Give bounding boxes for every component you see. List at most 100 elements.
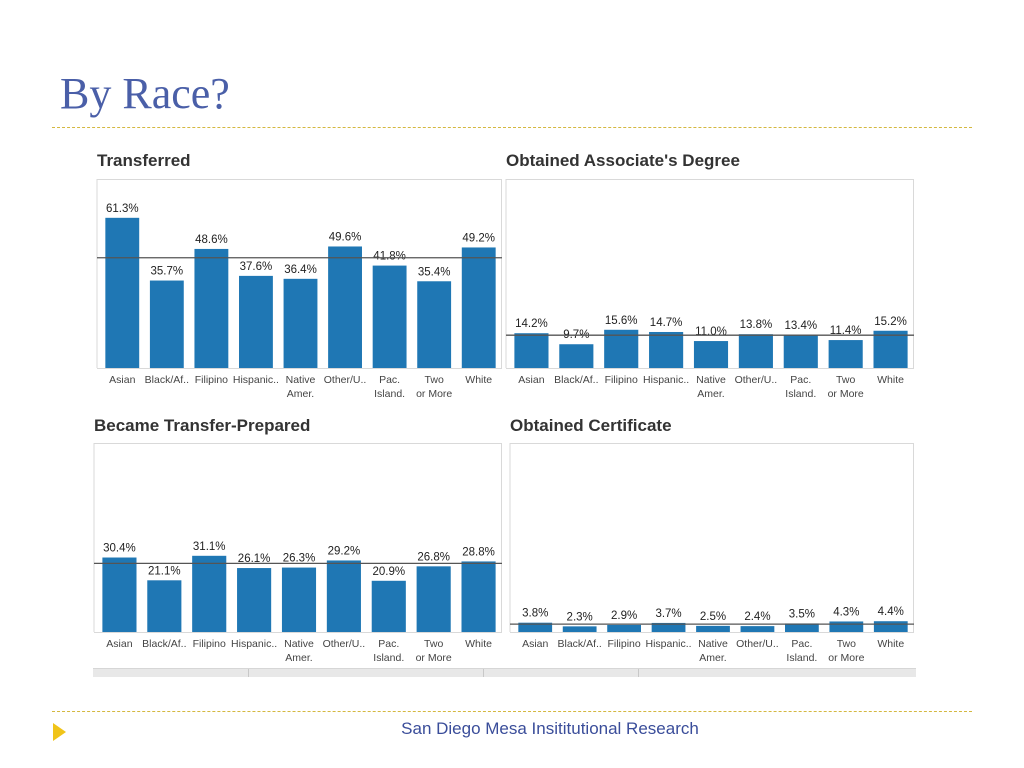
slide-title: By Race? — [60, 69, 230, 118]
data-label-4: 26.1% — [238, 553, 271, 565]
bar-5[interactable] — [693, 341, 729, 368]
bar-5[interactable] — [283, 278, 318, 368]
bar-7[interactable] — [372, 265, 407, 368]
chart-title-associate: Obtained Associate's Degree — [506, 151, 740, 170]
tick-label-5-line-1: Native — [286, 374, 316, 386]
data-label-6: 49.6% — [329, 231, 362, 243]
data-label-8: 35.4% — [418, 266, 451, 278]
tick-label-6: Other/U.. — [735, 374, 778, 386]
bar-7[interactable] — [783, 335, 818, 368]
tick-label-7-line-2: Island. — [374, 388, 405, 400]
title-divider — [52, 127, 972, 128]
tick-label-4: Hispanic.. — [643, 374, 689, 386]
bar-3[interactable] — [607, 624, 641, 632]
tick-label-2: Black/Af.. — [142, 638, 186, 650]
chart-certificate: 3.8% Asian 2.3% Black/Af.. 2.9% Filipino 3.7% H… — [509, 443, 914, 664]
bar-8[interactable] — [417, 281, 452, 368]
data-label-6: 29.2% — [328, 545, 361, 557]
data-label-4: 14.7% — [650, 317, 683, 329]
data-label-7: 13.4% — [784, 320, 817, 332]
bar-6[interactable] — [740, 626, 775, 632]
tick-label-8-line-2: or More — [828, 652, 864, 664]
tick-label-6: Other/U.. — [324, 374, 367, 386]
bar-3[interactable] — [192, 555, 227, 632]
bar-6[interactable] — [326, 560, 361, 632]
bar-9[interactable] — [873, 330, 908, 368]
horizontal-scrollbar[interactable] — [93, 668, 916, 677]
tick-label-5-line-2: Amer. — [697, 388, 724, 400]
data-label-4: 37.6% — [240, 261, 273, 273]
footer-divider — [52, 711, 972, 712]
bar-8[interactable] — [829, 621, 864, 632]
data-label-3: 15.6% — [605, 315, 638, 327]
data-label-8: 11.4% — [830, 325, 862, 337]
bar-2[interactable] — [559, 344, 594, 368]
bar-5[interactable] — [281, 567, 317, 632]
bar-4[interactable] — [649, 331, 684, 368]
tick-label-5-line-1: Native — [696, 374, 726, 386]
tick-label-9: White — [877, 638, 904, 650]
tick-label-3: Filipino — [605, 374, 638, 386]
data-label-7: 20.9% — [372, 566, 405, 578]
tick-label-9: White — [465, 374, 492, 386]
tick-label-8-line-2: or More — [416, 388, 452, 400]
chart-transferred: 61.3% Asian 35.7% Black/Af.. 48.6% Filipino 37… — [96, 179, 502, 400]
bar-1[interactable] — [105, 217, 140, 368]
bar-2[interactable] — [149, 280, 184, 368]
tick-label-7-line-2: Island. — [786, 652, 817, 664]
bar-6[interactable] — [328, 246, 362, 368]
tick-label-4: Hispanic.. — [233, 374, 279, 386]
bar-8[interactable] — [828, 340, 863, 368]
bar-7[interactable] — [785, 623, 819, 632]
bar-3[interactable] — [194, 248, 229, 368]
data-label-6: 2.4% — [744, 611, 770, 623]
tick-label-8-line-1: Two — [424, 638, 443, 650]
data-label-1: 30.4% — [103, 543, 136, 555]
data-label-5: 2.5% — [700, 611, 726, 623]
tick-label-3: Filipino — [195, 374, 228, 386]
data-label-2: 35.7% — [151, 266, 184, 278]
tick-label-7-line-1: Pac. — [379, 374, 400, 386]
tick-label-5-line-2: Amer. — [285, 652, 312, 664]
data-label-5: 36.4% — [284, 264, 317, 276]
tick-label-2: Black/Af.. — [145, 374, 189, 386]
bar-4[interactable] — [237, 568, 272, 632]
chart-associate-degree: 14.2%Asian9.7%Black/Af..15.6%Filipino14.… — [505, 179, 914, 400]
tick-label-4: Hispanic.. — [231, 638, 277, 650]
bar-9[interactable] — [461, 247, 496, 368]
bar-1[interactable] — [518, 622, 553, 632]
data-label-1: 3.8% — [522, 608, 548, 620]
bar-5[interactable] — [696, 625, 730, 632]
bar-1[interactable] — [102, 557, 137, 632]
bar-8[interactable] — [416, 566, 451, 632]
bar-2[interactable] — [147, 580, 182, 632]
bar-1[interactable] — [514, 333, 549, 368]
bar-4[interactable] — [239, 275, 273, 368]
tick-label-5-line-1: Native — [284, 638, 314, 650]
data-label-7: 3.5% — [789, 608, 815, 620]
data-label-3: 31.1% — [193, 541, 226, 553]
bar-7[interactable] — [371, 580, 406, 632]
bar-6[interactable] — [738, 334, 773, 368]
data-label-6: 13.8% — [740, 319, 773, 331]
tick-label-9: White — [877, 374, 904, 386]
tick-label-2: Black/Af.. — [554, 374, 598, 386]
tick-label-1: Asian — [522, 638, 548, 650]
bar-4[interactable] — [651, 622, 686, 632]
chart-title-transferred: Transferred — [97, 151, 191, 170]
bar-9[interactable] — [873, 621, 908, 632]
tick-label-1: Asian — [106, 638, 132, 650]
tick-label-8-line-1: Two — [836, 374, 855, 386]
tick-label-3: Filipino — [607, 638, 640, 650]
bar-2[interactable] — [562, 626, 597, 632]
bar-3[interactable] — [604, 329, 639, 368]
tick-label-9: White — [465, 638, 492, 650]
data-label-9: 28.8% — [462, 546, 495, 558]
tick-label-1: Asian — [518, 374, 544, 386]
chart-transfer-prepared: 30.4% Asian 21.1% Black/Af.. 31.1% Filipino 26… — [93, 443, 502, 664]
tick-label-7-line-2: Island. — [373, 652, 404, 664]
tick-label-3: Filipino — [193, 638, 226, 650]
bar-9[interactable] — [461, 561, 496, 632]
data-label-5: 11.0% — [695, 326, 727, 338]
data-label-2: 21.1% — [148, 565, 181, 577]
